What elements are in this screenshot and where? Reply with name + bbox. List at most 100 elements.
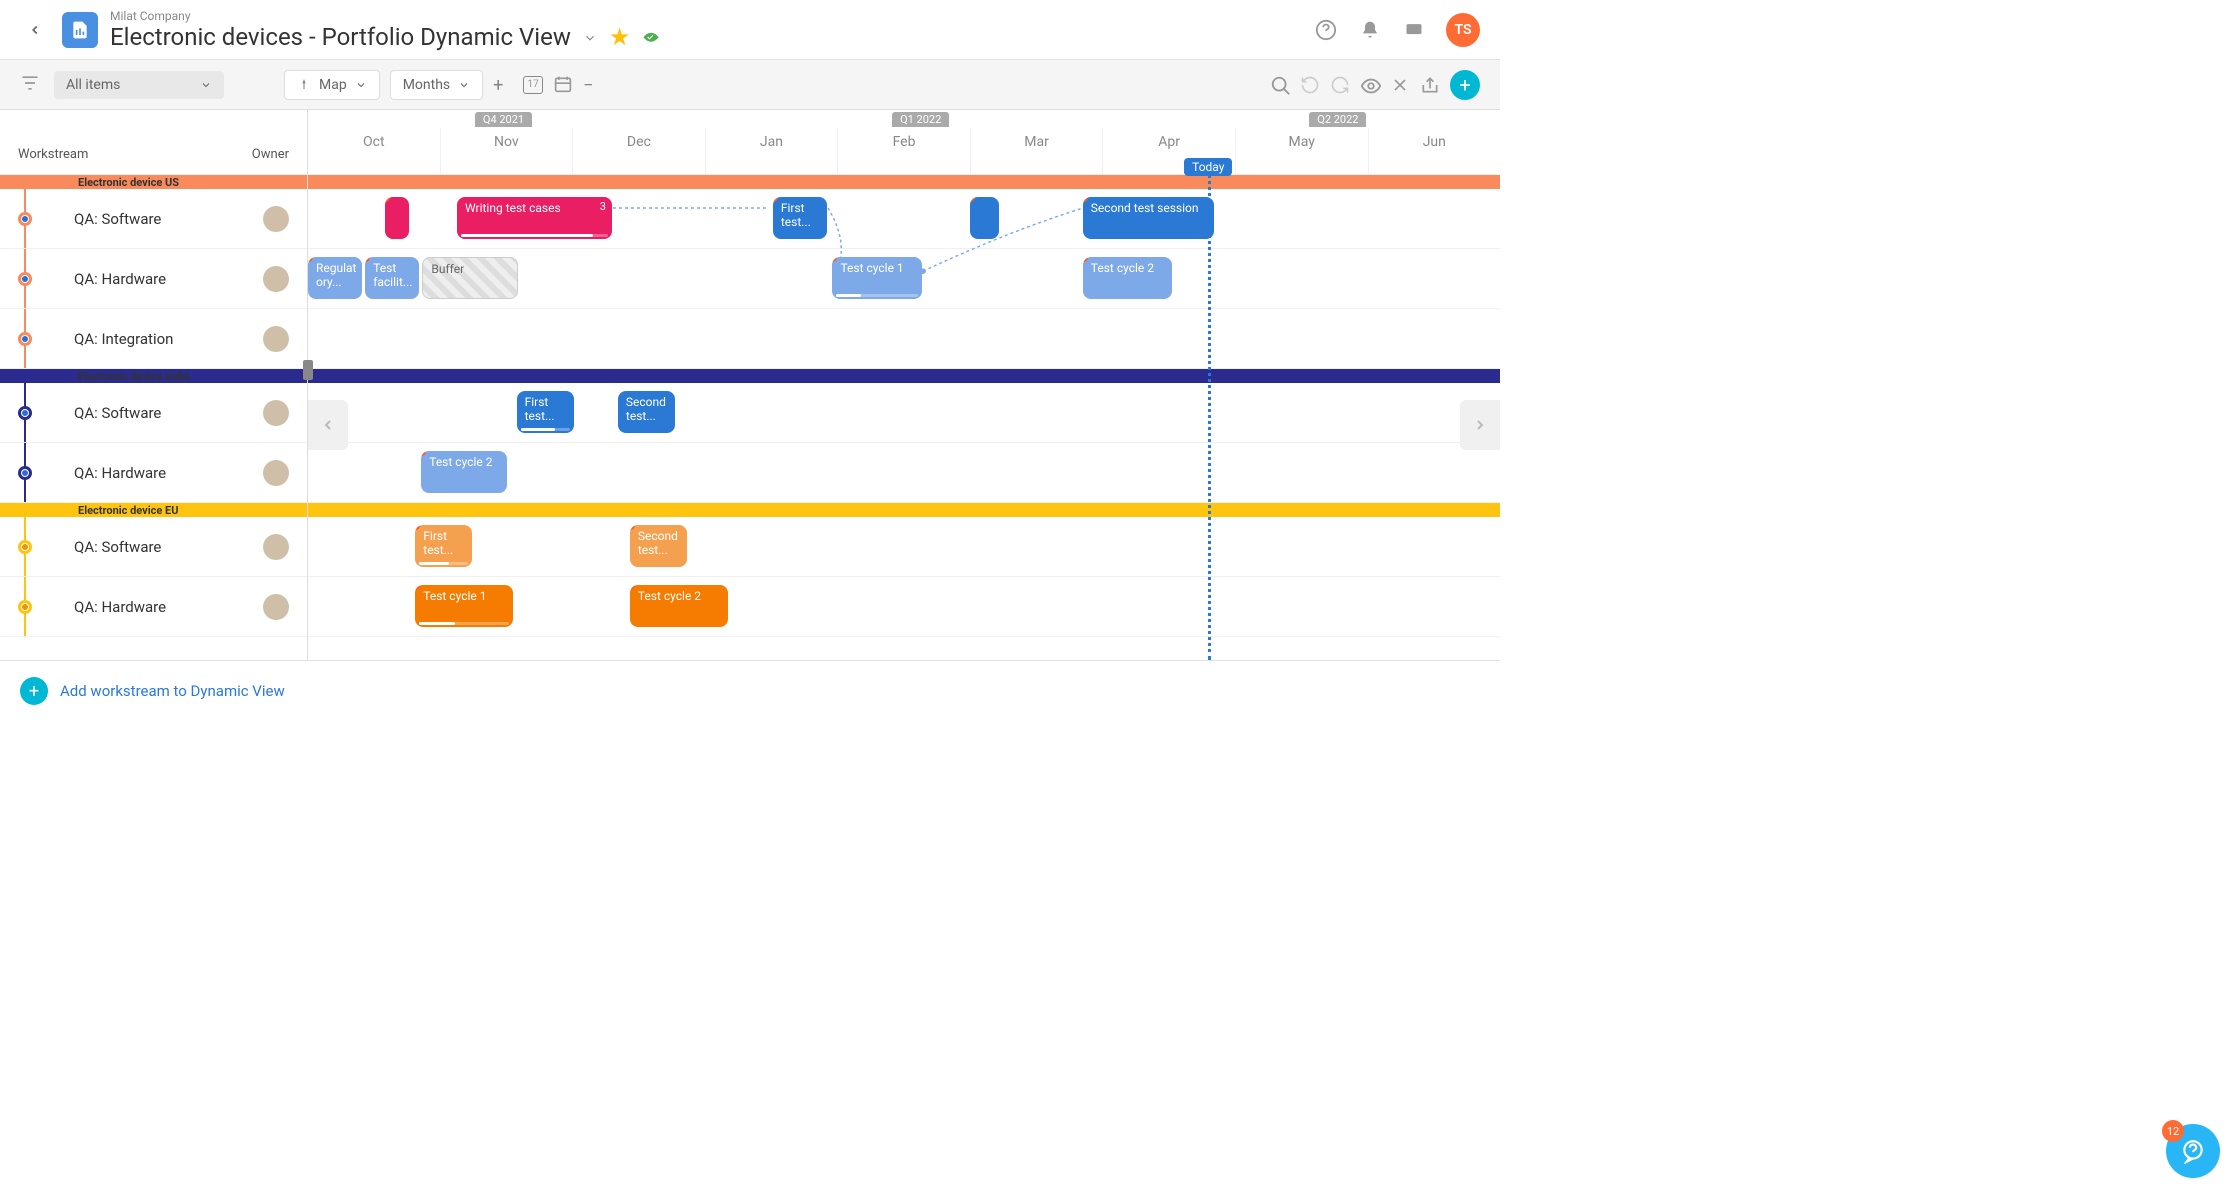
today-marker: Today: [1184, 158, 1232, 176]
filter-dropdown[interactable]: All items: [54, 71, 224, 99]
scroll-left-button[interactable]: [308, 400, 348, 450]
quarter-tag: Q2 2022: [1309, 112, 1366, 127]
quarter-tag: Q1 2022: [892, 112, 949, 127]
user-avatar[interactable]: TS: [1446, 13, 1480, 47]
row-marker-icon: [18, 332, 32, 346]
search-icon[interactable]: [1270, 75, 1290, 95]
eye-icon[interactable]: [1360, 75, 1380, 95]
quarter-labels: Q4 2021 Q1 2022 Q2 2022: [308, 110, 1500, 128]
task-block[interactable]: 3Writing test cases: [457, 197, 612, 239]
workstream-row[interactable]: QA: Software: [0, 189, 307, 249]
company-name: Milat Company: [110, 9, 660, 23]
month-cell: Feb: [837, 128, 970, 174]
chat-bubble[interactable]: 12: [2166, 1124, 2220, 1178]
task-block[interactable]: Buffer: [422, 257, 517, 299]
task-block[interactable]: First test...: [517, 391, 574, 433]
month-cell: Mar: [970, 128, 1103, 174]
workstream-name: QA: Integration: [46, 330, 263, 348]
sidebar-resize-handle[interactable]: [303, 360, 313, 380]
title-dropdown-icon[interactable]: [583, 23, 597, 51]
sidebar: Workstream Owner Electronic device US QA…: [0, 110, 308, 660]
row-marker-icon: [18, 272, 32, 286]
workstream-row[interactable]: QA: Software: [0, 517, 307, 577]
timescale-label: Months: [403, 77, 450, 93]
month-cell: Nov: [440, 128, 573, 174]
bell-icon[interactable]: [1358, 18, 1382, 42]
back-button[interactable]: [20, 15, 50, 45]
workstream-row[interactable]: QA: Integration: [0, 309, 307, 369]
owner-avatar[interactable]: [263, 594, 289, 620]
band-eu: [308, 503, 1500, 517]
timeline-body: 3Writing test cases First test... Second t…: [308, 175, 1500, 637]
timeline-row: Test cycle 2: [308, 443, 1500, 503]
star-icon[interactable]: ★: [609, 23, 631, 51]
task-block[interactable]: Second test...: [630, 525, 687, 567]
task-block[interactable]: Test cycle 1: [832, 257, 921, 299]
undo-icon[interactable]: [1300, 75, 1320, 95]
task-block[interactable]: Second test...: [618, 391, 675, 433]
workstream-name: QA: Hardware: [46, 270, 263, 288]
month-header: Oct Nov Dec Jan Feb Mar Apr May Jun Toda…: [308, 128, 1500, 175]
workstream-row[interactable]: QA: Hardware: [0, 443, 307, 503]
redo-icon[interactable]: [1330, 75, 1350, 95]
help-icon[interactable]: [1314, 18, 1338, 42]
band-us: [308, 175, 1500, 189]
task-block[interactable]: Second test session: [1083, 197, 1214, 239]
owner-avatar[interactable]: [263, 206, 289, 232]
app-icon: [62, 12, 98, 48]
task-block[interactable]: [385, 197, 409, 239]
workstream-row[interactable]: QA: Software: [0, 383, 307, 443]
month-cell: Oct: [308, 128, 440, 174]
row-marker-icon: [18, 406, 32, 420]
task-block[interactable]: Test cycle 2: [1083, 257, 1172, 299]
task-block[interactable]: First test...: [415, 525, 472, 567]
task-block[interactable]: Regulat ory...: [308, 257, 362, 299]
workstream-row[interactable]: QA: Hardware: [0, 577, 307, 637]
owner-avatar[interactable]: [263, 534, 289, 560]
chat-icon[interactable]: [1402, 18, 1426, 42]
filter-icon[interactable]: [20, 73, 44, 97]
timeline-row: Regulat ory...Test facilit...Buffer Test …: [308, 249, 1500, 309]
task-block[interactable]: First test...: [773, 197, 827, 239]
workstream-name: QA: Software: [46, 404, 263, 422]
today-icon[interactable]: 17: [523, 76, 543, 94]
timescale-dropdown[interactable]: Months: [390, 70, 483, 100]
owner-avatar[interactable]: [263, 326, 289, 352]
page-title-text: Electronic devices - Portfolio Dynamic V…: [110, 23, 571, 51]
add-button[interactable]: +: [1450, 70, 1480, 100]
task-block[interactable]: Test cycle 1: [415, 585, 513, 627]
group-india-band[interactable]: Electronic device India: [0, 369, 307, 383]
workstream-name: QA: Software: [46, 538, 263, 556]
add-workstream-text[interactable]: Add workstream to Dynamic View: [60, 682, 285, 700]
footer: + Add workstream to Dynamic View: [0, 660, 1500, 721]
view-type-dropdown[interactable]: Map: [284, 70, 380, 100]
task-block[interactable]: [970, 197, 1000, 239]
plus-icon[interactable]: +: [493, 75, 513, 95]
sidebar-header: Workstream Owner: [0, 110, 307, 175]
minus-icon[interactable]: −: [583, 75, 603, 95]
view-type-label: Map: [319, 77, 347, 93]
owner-avatar[interactable]: [263, 460, 289, 486]
tools-icon[interactable]: [1390, 75, 1410, 95]
workstream-row[interactable]: QA: Hardware: [0, 249, 307, 309]
group-eu-band[interactable]: Electronic device EU: [0, 503, 307, 517]
filter-label: All items: [66, 77, 120, 93]
quarter-tag: Q4 2021: [475, 112, 532, 127]
group-us-band[interactable]: Electronic device US: [0, 175, 307, 189]
today-line: [1208, 162, 1211, 660]
add-workstream-button[interactable]: +: [20, 677, 48, 705]
verified-icon: [642, 23, 660, 51]
daterange-icon[interactable]: [553, 75, 573, 95]
month-cell: Jan: [705, 128, 838, 174]
owner-avatar[interactable]: [263, 400, 289, 426]
owner-avatar[interactable]: [263, 266, 289, 292]
month-cell: Dec: [572, 128, 705, 174]
task-block[interactable]: Test facilit...: [365, 257, 419, 299]
row-marker-icon: [18, 600, 32, 614]
page-title: Electronic devices - Portfolio Dynamic V…: [110, 23, 660, 51]
share-icon[interactable]: [1420, 75, 1440, 95]
task-block[interactable]: Test cycle 2: [421, 451, 507, 493]
scroll-right-button[interactable]: [1460, 400, 1500, 450]
month-cell: May: [1235, 128, 1368, 174]
task-block[interactable]: Test cycle 2: [630, 585, 728, 627]
